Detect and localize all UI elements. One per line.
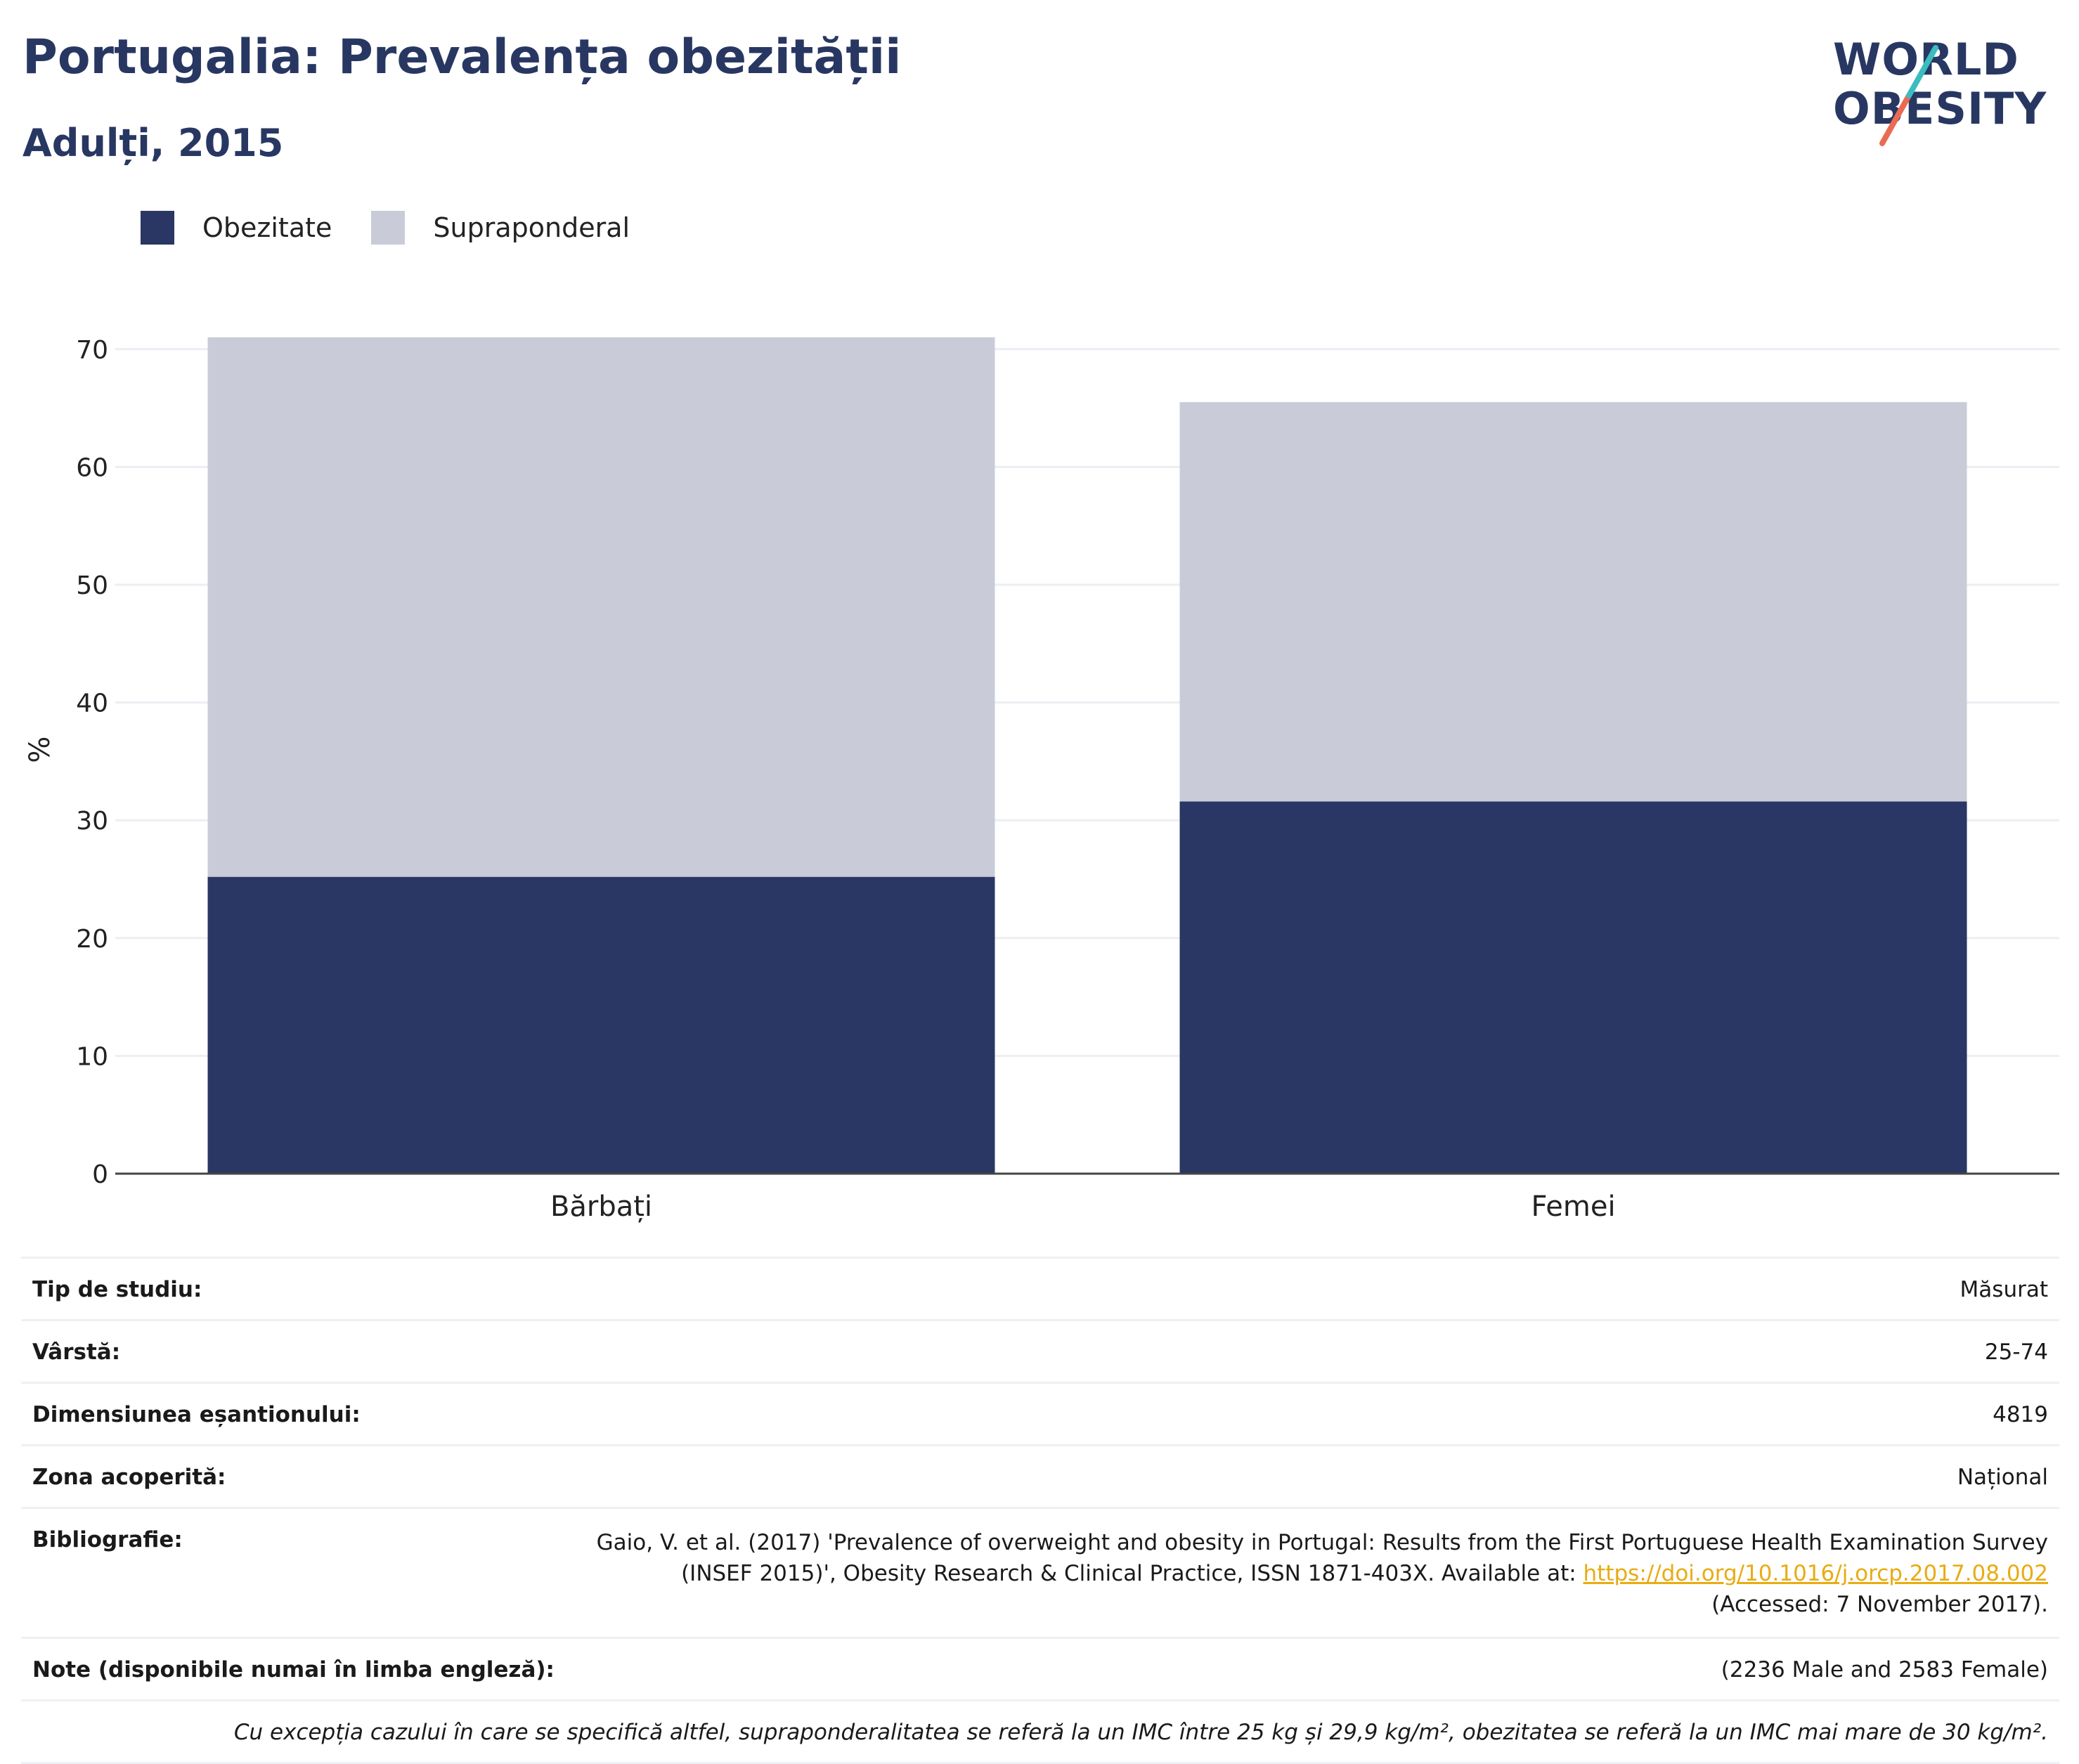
y-tick-label: 40 xyxy=(76,689,108,718)
y-tick-label: 30 xyxy=(76,807,108,836)
y-tick-label: 0 xyxy=(92,1160,108,1189)
y-axis-label: % xyxy=(24,737,56,763)
info-row-age: Vârstă: 25-74 xyxy=(21,1319,2059,1382)
bar-supraponderal-barbati xyxy=(207,337,995,877)
info-row-sample-size: Dimensiunea eșantionului: 4819 xyxy=(21,1382,2059,1444)
bibliography-text: Gaio, V. et al. (2017) 'Prevalence of ov… xyxy=(597,1527,2048,1620)
footnote: Cu excepția cazului în care se specifică… xyxy=(21,1699,2059,1764)
world-obesity-logo: WORLD OBESITY xyxy=(1830,25,2062,152)
info-key: Tip de studiu: xyxy=(32,1277,202,1302)
info-value: (2236 Male and 2583 Female) xyxy=(1721,1657,2048,1682)
x-tick-label: Bărbați xyxy=(550,1191,652,1223)
bar-supraponderal-femei xyxy=(1179,402,1967,802)
chart-legend: Obezitate Supraponderal xyxy=(141,211,669,245)
bibliography-line-1: Gaio, V. et al. (2017) 'Prevalence of ov… xyxy=(596,1530,2048,1555)
info-value: 4819 xyxy=(1993,1402,2048,1427)
y-tick-label: 70 xyxy=(76,337,108,365)
info-key: Note (disponibile numai în limba engleză… xyxy=(32,1657,555,1682)
chart-title: Portugalia: Prevalența obezității xyxy=(22,30,902,85)
logo-line-1: WORLD xyxy=(1833,34,2019,85)
legend-swatch-obezitate xyxy=(141,211,174,245)
bar-chart: 0 10 20 30 40 50 60 70% Bărbați Femei xyxy=(24,337,2059,1223)
bibliography-line-3: (Accessed: 7 November 2017). xyxy=(1711,1592,2048,1617)
logo-line-2: OBESITY xyxy=(1833,83,2047,134)
info-row-bibliography: Bibliografie: Gaio, V. et al. (2017) 'Pr… xyxy=(21,1507,2059,1637)
info-row-notes: Note (disponibile numai în limba engleză… xyxy=(21,1637,2059,1699)
info-key: Vârstă: xyxy=(32,1340,121,1365)
study-info-table: Tip de studiu: Măsurat Vârstă: 25-74 Dim… xyxy=(21,1257,2059,1764)
bibliography-doi-link[interactable]: https://doi.org/10.1016/j.orcp.2017.08.0… xyxy=(1583,1561,2048,1586)
info-value: Măsurat xyxy=(1960,1277,2048,1302)
info-key: Bibliografie: xyxy=(32,1527,183,1552)
info-row-study-type: Tip de studiu: Măsurat xyxy=(21,1257,2059,1319)
y-tick-label: 10 xyxy=(76,1042,108,1071)
chart-subtitle: Adulți, 2015 xyxy=(22,121,284,165)
legend-swatch-supraponderal xyxy=(371,211,406,245)
x-tick-label: Femei xyxy=(1531,1191,1615,1223)
logo-slash-icon xyxy=(1879,45,1938,146)
footnote-text: Cu excepția cazului în care se specifică… xyxy=(233,1720,2048,1745)
y-tick-label: 20 xyxy=(76,925,108,954)
legend-item-supraponderal[interactable]: Supraponderal xyxy=(371,211,630,245)
info-row-coverage: Zona acoperită: Național xyxy=(21,1444,2059,1507)
legend-item-obezitate[interactable]: Obezitate xyxy=(141,211,332,245)
y-tick-label: 60 xyxy=(76,453,108,482)
bibliography-line-2: (INSEF 2015)', Obesity Research & Clinic… xyxy=(681,1561,1576,1586)
info-value: 25-74 xyxy=(1984,1340,2048,1365)
legend-label-supraponderal: Supraponderal xyxy=(433,212,630,243)
bar-obezitate-barbati xyxy=(207,876,995,1174)
y-tick-label: 50 xyxy=(76,571,108,600)
info-key: Zona acoperită: xyxy=(32,1465,226,1490)
legend-label-obezitate: Obezitate xyxy=(202,212,332,243)
info-key: Dimensiunea eșantionului: xyxy=(32,1402,361,1427)
info-value: Național xyxy=(1957,1465,2048,1490)
bar-obezitate-femei xyxy=(1179,801,1967,1174)
